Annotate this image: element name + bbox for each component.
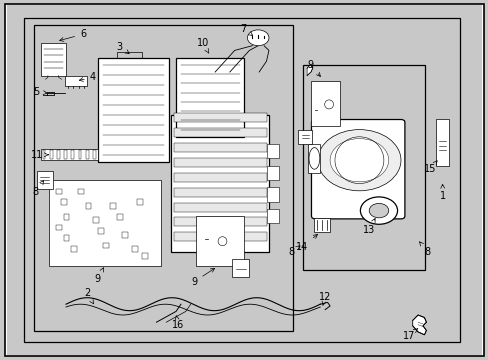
Bar <box>173 202 266 211</box>
Text: 14: 14 <box>295 234 317 252</box>
Text: 8: 8 <box>287 246 300 257</box>
Text: 6: 6 <box>60 29 86 41</box>
Bar <box>266 209 278 223</box>
Text: 13: 13 <box>362 219 374 235</box>
Bar <box>173 188 266 197</box>
Polygon shape <box>306 65 312 76</box>
Polygon shape <box>412 315 426 335</box>
Bar <box>173 232 266 241</box>
Text: 2: 2 <box>84 288 93 304</box>
Ellipse shape <box>324 100 333 109</box>
Bar <box>57 150 60 159</box>
Bar <box>132 246 138 252</box>
Bar <box>266 187 278 202</box>
Bar <box>49 180 161 266</box>
Bar <box>435 119 448 166</box>
Text: 8: 8 <box>419 242 430 257</box>
Bar <box>102 243 108 248</box>
Ellipse shape <box>218 237 226 246</box>
Bar <box>50 150 53 159</box>
Text: 4: 4 <box>79 72 96 82</box>
Bar <box>24 18 459 342</box>
Bar <box>85 203 91 209</box>
Bar <box>117 214 123 220</box>
Bar <box>232 259 249 277</box>
Bar <box>41 149 98 160</box>
Bar <box>310 81 339 126</box>
Circle shape <box>368 203 388 218</box>
Text: 15: 15 <box>423 161 436 174</box>
Bar <box>195 216 244 266</box>
Bar <box>93 217 99 223</box>
Bar <box>176 58 244 137</box>
Bar <box>64 150 67 159</box>
Bar <box>137 199 142 205</box>
Bar <box>98 58 168 162</box>
Bar <box>34 25 293 331</box>
Bar <box>98 228 103 234</box>
Bar <box>41 43 66 76</box>
Bar <box>142 253 147 259</box>
Text: 9: 9 <box>307 60 320 76</box>
Text: 17: 17 <box>402 329 417 341</box>
Bar <box>37 171 53 189</box>
Bar <box>314 218 329 232</box>
Text: 9: 9 <box>95 268 103 284</box>
Text: 9: 9 <box>191 268 214 287</box>
Text: 5: 5 <box>34 87 47 97</box>
Text: 1: 1 <box>439 184 445 201</box>
Text: 10: 10 <box>196 38 209 53</box>
Bar <box>65 76 87 86</box>
Circle shape <box>317 130 400 191</box>
Bar <box>173 143 266 152</box>
Bar <box>85 150 88 159</box>
Bar <box>173 113 266 122</box>
Circle shape <box>329 139 388 182</box>
Text: 3: 3 <box>117 42 129 54</box>
Bar <box>61 199 67 205</box>
Bar <box>171 115 268 252</box>
Text: 12: 12 <box>318 292 331 305</box>
Bar <box>56 225 62 230</box>
Bar <box>266 166 278 180</box>
Bar <box>42 150 45 159</box>
Bar <box>78 189 84 194</box>
Bar <box>122 232 128 238</box>
Bar <box>173 217 266 226</box>
Circle shape <box>360 197 397 224</box>
Bar <box>110 203 116 209</box>
Bar <box>307 144 320 173</box>
Bar <box>63 235 69 241</box>
Bar <box>298 130 311 144</box>
Text: 7: 7 <box>240 24 252 36</box>
Bar <box>71 150 74 159</box>
Bar <box>93 150 96 159</box>
Text: 8: 8 <box>33 181 43 197</box>
Text: 11: 11 <box>30 150 48 160</box>
Bar <box>303 65 425 270</box>
Circle shape <box>247 30 268 46</box>
FancyBboxPatch shape <box>311 120 404 219</box>
Bar <box>173 158 266 167</box>
Bar <box>266 144 278 158</box>
Bar <box>63 214 69 220</box>
Bar <box>173 173 266 182</box>
Bar <box>173 128 266 137</box>
Ellipse shape <box>308 148 319 169</box>
Text: 16: 16 <box>172 316 184 330</box>
Bar <box>71 246 77 252</box>
Bar <box>79 150 81 159</box>
Bar <box>56 189 62 194</box>
